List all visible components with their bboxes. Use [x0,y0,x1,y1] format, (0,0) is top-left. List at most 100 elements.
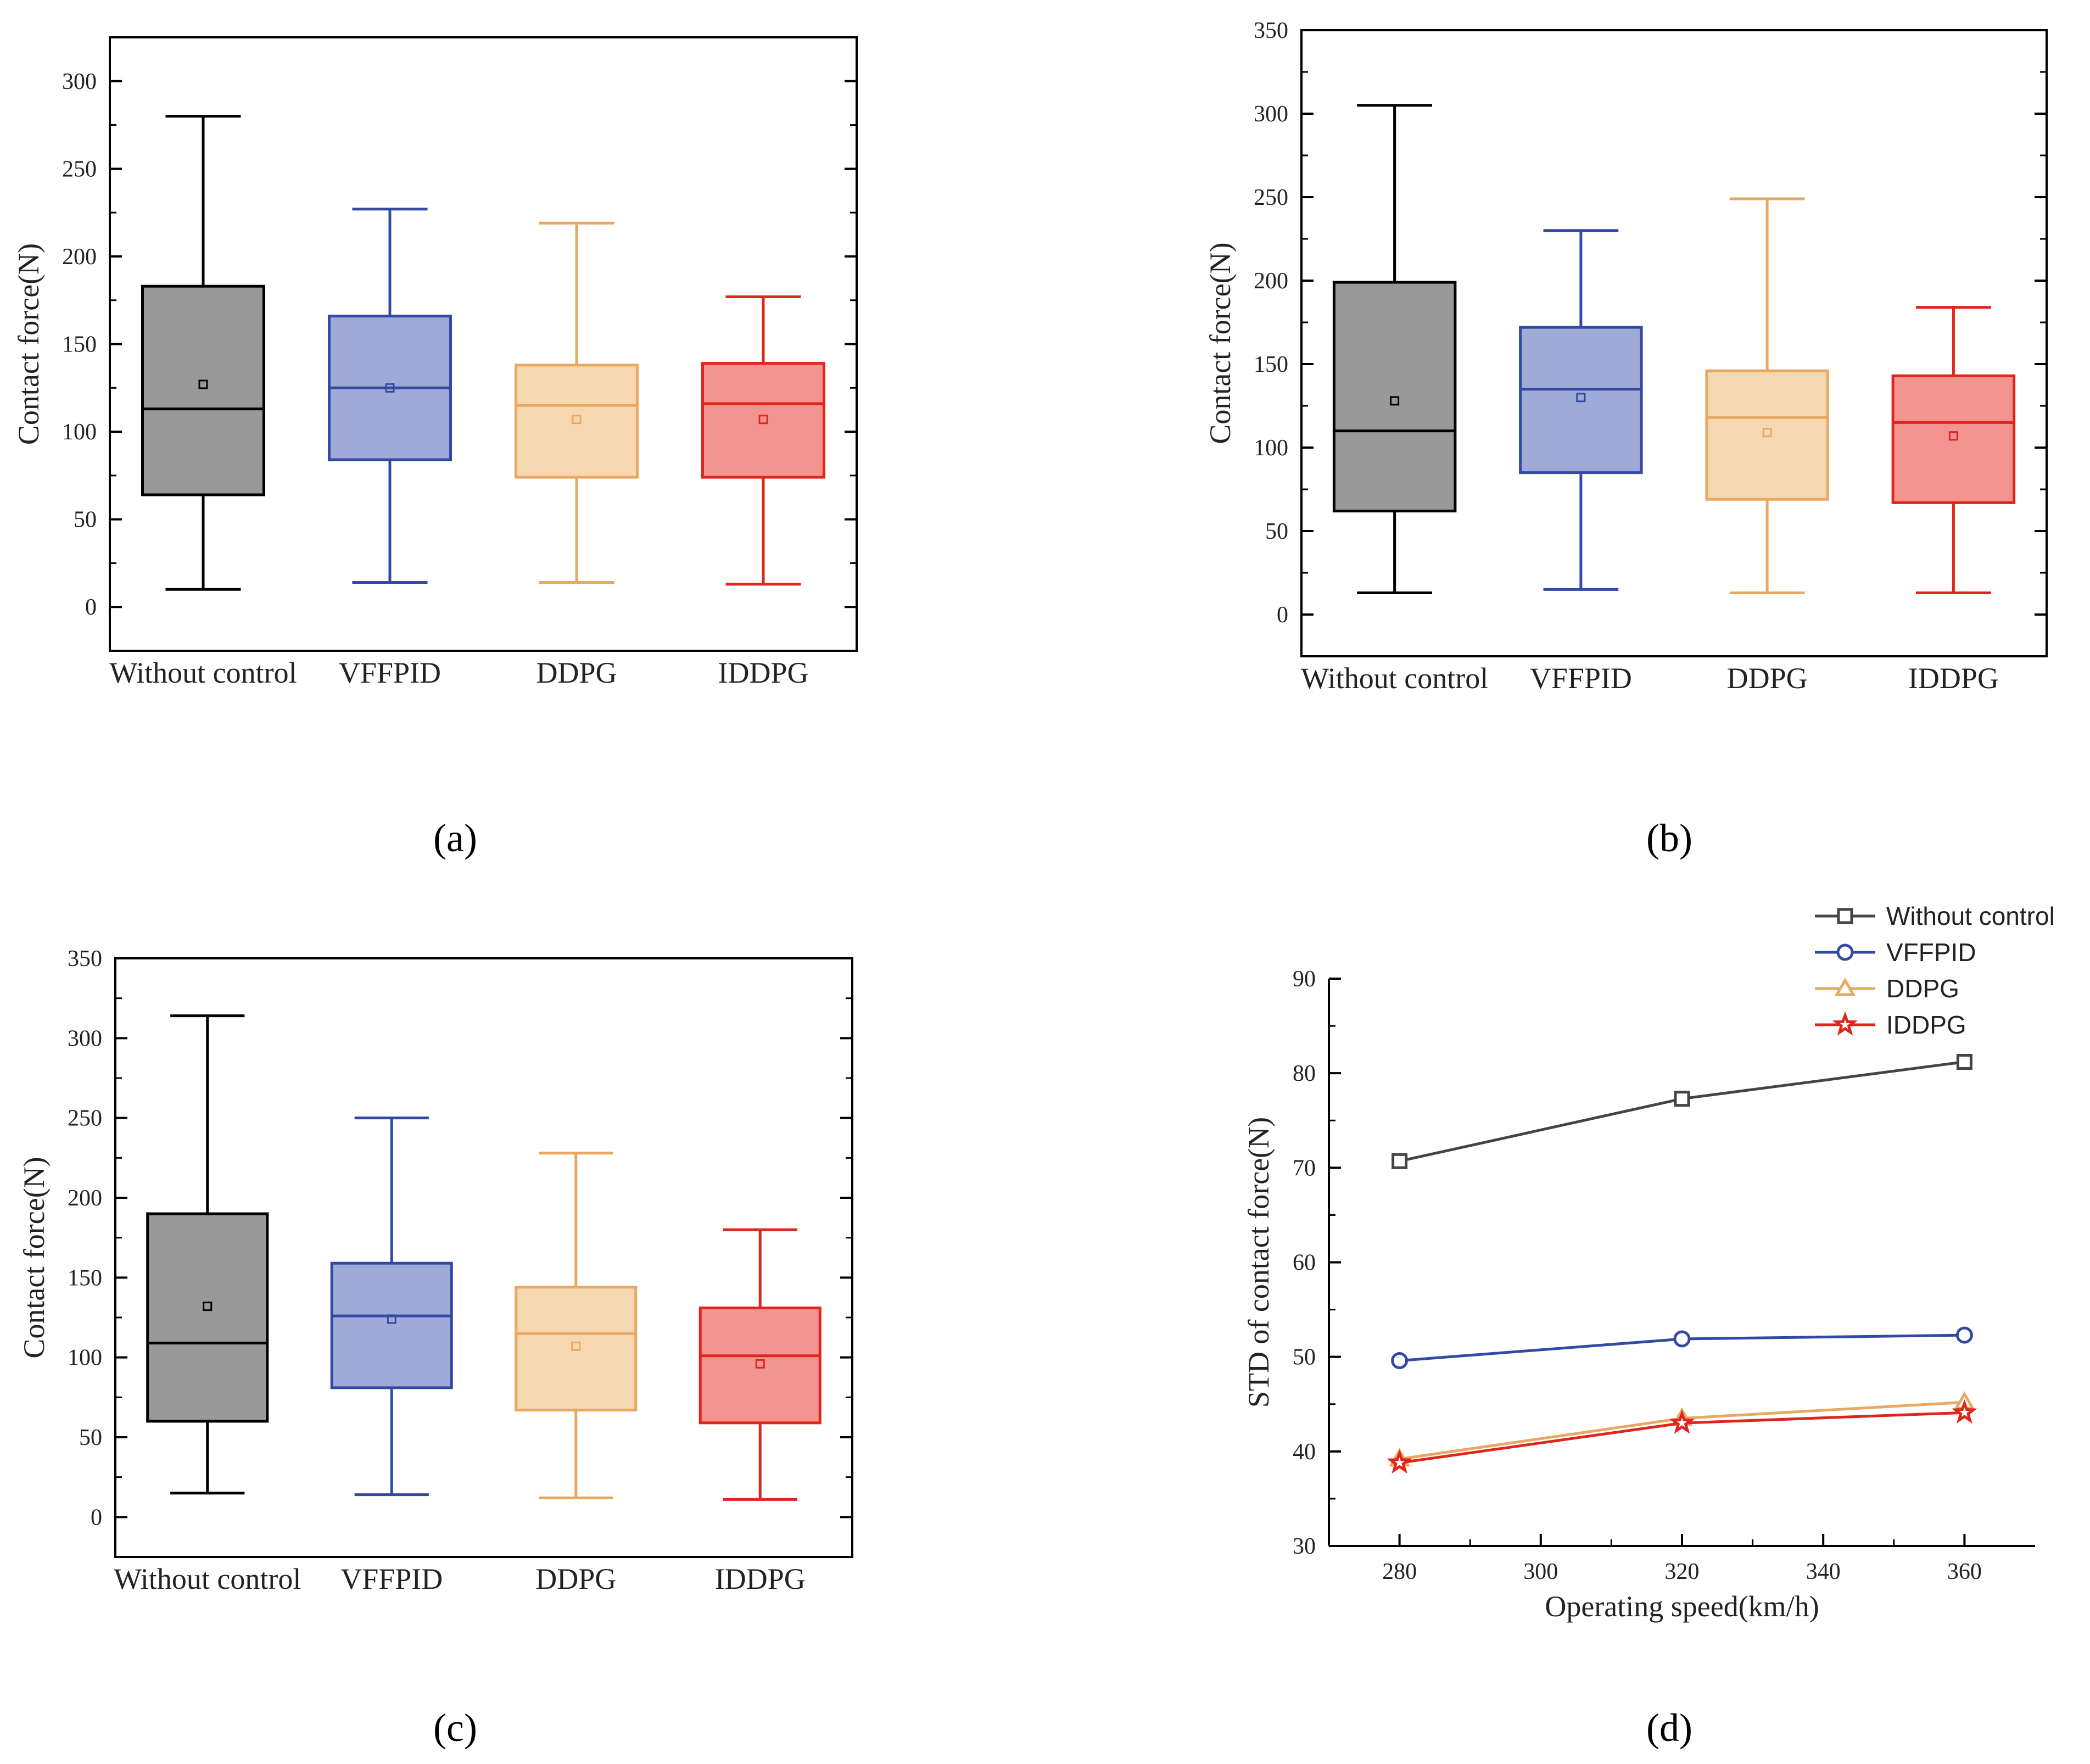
mean-marker-a-vffpid [385,383,395,393]
panel-b-boxplot: 0 50 100 150 200 250 300 350 Contact force(N) Wit… [1204,18,2048,695]
mean-marker-c-without-control [203,1302,213,1311]
y-tick-label-d-90: 90 [1293,967,1316,992]
y-tick-label-c-250: 250 [68,1106,102,1131]
y-tick-label-b-50: 50 [1265,519,1288,544]
y-tick-label-b-300: 300 [1254,102,1288,127]
box-c-vffpid [330,1261,453,1389]
legend-marker-vffpid [1836,944,1854,961]
y-tick-label-d-40: 40 [1293,1439,1316,1465]
y-tick-label-c-100: 100 [68,1346,102,1371]
mean-marker-c-ddpg [571,1341,581,1351]
y-tick-label-b-100: 100 [1254,436,1288,461]
caption-d: (d) [1646,1706,1692,1750]
y-tick-label-d-60: 60 [1293,1251,1316,1276]
x-tick-label-d-300: 300 [1523,1559,1558,1584]
y-tick-label-a-100: 100 [62,420,97,445]
data-point-without-control-280 [1392,1153,1408,1169]
y-tick-label-d-80: 80 [1293,1061,1316,1086]
panel-a-boxplot: 0 50 100 150 200 250 300 Contact force(N) Withou… [12,36,858,689]
legend-label-iddpg: IDDPG [1886,1011,1966,1039]
legend-marker-iddpg [1832,1011,1858,1036]
x-category-label-a-ddpg: DDPG [536,656,617,689]
x-category-label-b-without-control: Without control [1301,662,1488,695]
panel-c-boxplot: 0 50 100 150 200 250 300 350 Contact force(N) Wit… [18,946,853,1595]
data-point-iddpg-320 [1669,1409,1695,1434]
legend-label-ddpg: DDPG [1886,974,1959,1003]
y-tick-label-b-250: 250 [1254,185,1288,210]
box-a-iddpg [701,362,825,479]
y-tick-label-a-250: 250 [62,157,97,182]
mean-marker-b-without-control [1390,396,1400,406]
y-tick-label-b-0: 0 [1277,602,1288,628]
x-category-label-c-without-control: Without control [114,1562,301,1595]
x-category-label-b-vffpid: VFFPID [1530,662,1632,695]
y-tick-label-c-350: 350 [68,946,102,972]
mean-marker-a-iddpg [758,415,768,425]
mean-marker-b-vffpid [1576,393,1586,403]
mean-marker-a-ddpg [572,415,582,425]
caption-b: (b) [1646,816,1692,860]
y-tick-label-a-150: 150 [62,332,97,358]
x-tick-label-d-360: 360 [1947,1559,1982,1584]
legend-label-without-control: Without control [1886,902,2055,930]
y-tick-label-d-70: 70 [1293,1155,1316,1181]
y-tick-label-a-0: 0 [85,595,97,620]
x-axis-title-d: Operating speed(km/h) [1545,1590,1819,1623]
data-point-without-control-320 [1674,1091,1690,1107]
box-b-vffpid [1519,326,1643,475]
data-point-iddpg-280 [1387,1449,1412,1474]
y-tick-label-a-300: 300 [62,69,97,94]
x-category-label-b-iddpg: IDDPG [1908,662,1999,695]
data-point-vffpid-280 [1391,1352,1409,1370]
y-tick-label-d-50: 50 [1293,1345,1316,1370]
y-tick-label-d-30: 30 [1293,1534,1316,1559]
box-c-iddpg [698,1307,822,1425]
y-tick-label-b-200: 200 [1254,269,1288,294]
x-tick-label-d-340: 340 [1806,1559,1841,1584]
data-point-vffpid-360 [1955,1326,1973,1344]
x-category-label-a-iddpg: IDDPG [718,656,808,689]
y-tick-label-c-0: 0 [91,1505,102,1530]
x-category-label-c-vffpid: VFFPID [340,1562,443,1595]
data-point-iddpg-360 [1952,1399,1977,1424]
caption-a: (a) [433,816,477,860]
mean-marker-b-iddpg [1948,431,1958,441]
caption-c: (c) [433,1706,477,1750]
y-axis-title-c: Contact force(N) [18,1157,51,1358]
axis-frame-c [114,957,853,1558]
axis-frame-b [1300,29,2048,657]
data-point-vffpid-320 [1673,1330,1691,1348]
box-c-without-control [146,1212,269,1423]
mean-marker-b-ddpg [1762,428,1772,438]
box-c-ddpg [515,1286,638,1412]
legend-label-vffpid: VFFPID [1886,938,1976,967]
y-tick-label-b-150: 150 [1254,352,1288,377]
x-tick-label-d-280: 280 [1382,1559,1417,1584]
y-axis-title-a: Contact force(N) [12,243,45,445]
x-tick-label-d-320: 320 [1665,1559,1700,1584]
mean-marker-c-vffpid [387,1314,396,1324]
y-axis-title-d: STD of contact force(N) [1242,1117,1275,1408]
y-tick-label-a-50: 50 [74,507,97,533]
y-tick-label-c-150: 150 [68,1265,102,1291]
y-tick-label-a-200: 200 [62,244,97,270]
box-a-ddpg [515,364,639,479]
data-point-without-control-360 [1956,1054,1972,1070]
y-axis-title-b: Contact force(N) [1204,242,1237,444]
mean-marker-a-without-control [198,379,208,389]
x-category-label-b-ddpg: DDPG [1727,662,1808,695]
mean-marker-c-iddpg [755,1359,765,1369]
x-category-label-c-ddpg: DDPG [535,1562,616,1595]
legend-marker-without-control [1837,908,1853,924]
series-line-without-control [1399,1060,1965,1163]
x-category-label-c-iddpg: IDDPG [715,1562,806,1595]
x-category-label-a-without-control: Without control [109,656,297,689]
legend-marker-ddpg [1834,977,1856,996]
x-category-label-a-vffpid: VFFPID [339,656,441,689]
box-b-ddpg [1705,369,1829,501]
y-tick-label-b-350: 350 [1254,18,1288,43]
box-a-without-control [141,284,265,496]
y-tick-label-c-300: 300 [68,1026,102,1051]
y-tick-label-c-200: 200 [68,1186,102,1211]
